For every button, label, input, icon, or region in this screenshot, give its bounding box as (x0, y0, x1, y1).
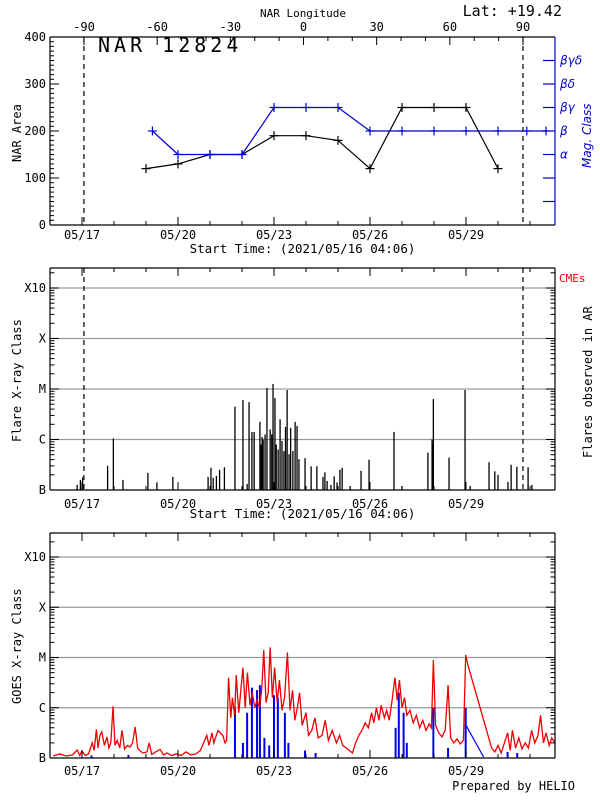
start-time-caption-top: Start Time: (2021/05/16 04:06) (189, 241, 416, 256)
x-tick-label: 05/26 (352, 228, 388, 242)
ar-flare-decay-line (465, 725, 485, 758)
longitude-axis-title: NAR Longitude (259, 7, 347, 20)
x-tick-label: 05/26 (352, 497, 388, 511)
x-tick-label: 05/26 (352, 764, 388, 778)
area-y-tick-label: 100 (24, 171, 46, 185)
x-tick-label: 05/29 (448, 497, 484, 511)
x-tick-label: 05/20 (160, 497, 196, 511)
x-tick-label: 05/23 (256, 764, 292, 778)
flare-y-tick-label: C (39, 433, 46, 447)
nar-area-line (145, 106, 499, 170)
longitude-tick-label: -60 (146, 20, 168, 34)
longitude-tick-label: -30 (219, 20, 241, 34)
x-tick-label: 05/20 (160, 228, 196, 242)
longitude-tick-label: -90 (73, 20, 95, 34)
start-time-caption-middle: Start Time: (2021/05/16 04:06) (189, 506, 416, 521)
x-tick-label: 05/23 (256, 497, 292, 511)
flare-y-tick-label: B (39, 483, 46, 497)
goes-y-tick-label: X10 (24, 550, 46, 564)
latitude-label: Lat: +19.42 (462, 2, 562, 20)
goes-y-tick-label: B (39, 751, 46, 765)
mag-class-tick-label: α (560, 148, 568, 162)
longitude-tick-label: 30 (369, 20, 383, 34)
x-tick-label: 05/17 (64, 228, 100, 242)
flare-y-tick-label: X10 (24, 281, 46, 295)
x-tick-label: 05/17 (64, 764, 100, 778)
goes-y-tick-label: M (39, 651, 46, 665)
longitude-tick-label: 0 (300, 20, 307, 34)
goes-y-tick-label: X (39, 600, 47, 614)
mag-class-line (151, 106, 546, 156)
mag-class-tick-label: βγδ (559, 54, 582, 68)
longitude-tick-label: 60 (443, 20, 457, 34)
area-y-tick-label: 400 (24, 30, 46, 44)
area-y-tick-label: 300 (24, 77, 46, 91)
mag-class-tick-label: βδ (559, 77, 575, 91)
area-y-tick-label: 0 (39, 218, 46, 232)
prepared-by-credit: Prepared by HELIO (452, 779, 575, 793)
flare-y-tick-label: X (39, 332, 47, 346)
area-y-tick-label: 200 (24, 124, 46, 138)
longitude-tick-label: 90 (516, 20, 530, 34)
x-tick-label: 05/29 (448, 228, 484, 242)
goes-xray-curve (53, 647, 556, 757)
goes-y-tick-label: C (39, 701, 46, 715)
x-tick-label: 05/23 (256, 228, 292, 242)
cmes-label: CMEs (559, 272, 586, 285)
x-tick-label: 05/29 (448, 764, 484, 778)
x-tick-label: 05/17 (64, 497, 100, 511)
x-tick-label: 05/20 (160, 764, 196, 778)
mag-class-tick-label: βγ (559, 101, 576, 115)
mag-class-tick-label: β (559, 124, 568, 138)
flare-y-tick-label: M (39, 382, 46, 396)
